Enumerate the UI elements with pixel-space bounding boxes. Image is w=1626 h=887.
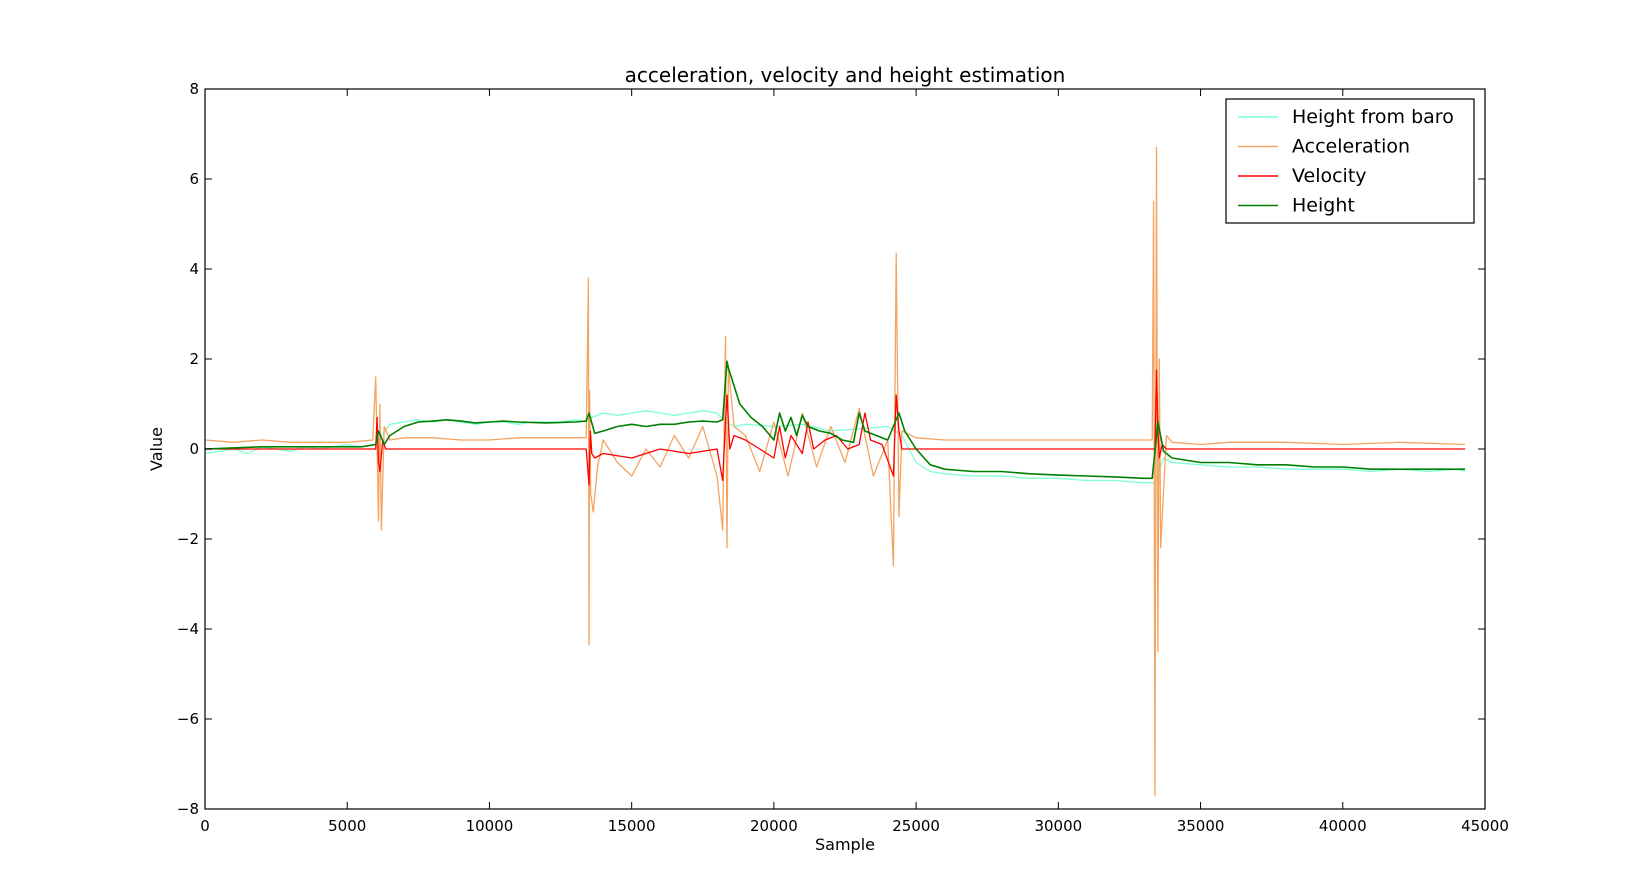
- y-tick-label: 0: [189, 440, 199, 458]
- legend-label: Height from baro: [1292, 106, 1454, 128]
- y-tick-label: 6: [189, 170, 199, 188]
- x-tick-label: 25000: [892, 817, 940, 835]
- series-line-height: [205, 360, 1466, 480]
- x-tick-label: 0: [200, 817, 210, 835]
- y-tick-label: 4: [189, 260, 199, 278]
- legend-label: Acceleration: [1292, 136, 1410, 158]
- y-tick-label: 2: [189, 350, 199, 368]
- legend-box: [1225, 98, 1475, 224]
- y-tick-label: 8: [189, 80, 199, 98]
- x-tick-label: 5000: [328, 817, 366, 835]
- legend: Height from baro Acceleration Velocity Heig…: [1225, 98, 1475, 224]
- x-tick-label: 35000: [1177, 817, 1225, 835]
- series-line-acceleration: [205, 146, 1466, 797]
- x-axis-label: Sample: [815, 835, 875, 854]
- y-axis-label: Value: [147, 427, 166, 471]
- x-tick-label: 20000: [750, 817, 798, 835]
- series-line-velocity: [205, 369, 1466, 486]
- legend-label: Velocity: [1292, 165, 1367, 187]
- y-tick-label: −8: [177, 800, 199, 818]
- axes-layer: 0 5000 10000 15000 20000 25000 30000 35000 40000…: [177, 80, 1509, 835]
- y-tick-label: −4: [177, 620, 199, 638]
- series-layer: [205, 146, 1466, 797]
- x-tick-label: 15000: [608, 817, 656, 835]
- y-tick-label: −2: [177, 530, 199, 548]
- chart-title: acceleration, velocity and height estima…: [625, 63, 1066, 87]
- legend-label: Height: [1292, 195, 1355, 217]
- x-tick-label: 45000: [1461, 817, 1509, 835]
- x-tick-label: 10000: [466, 817, 514, 835]
- x-tick-label: 30000: [1034, 817, 1082, 835]
- x-tick-label: 40000: [1319, 817, 1367, 835]
- y-tick-label: −6: [177, 710, 199, 728]
